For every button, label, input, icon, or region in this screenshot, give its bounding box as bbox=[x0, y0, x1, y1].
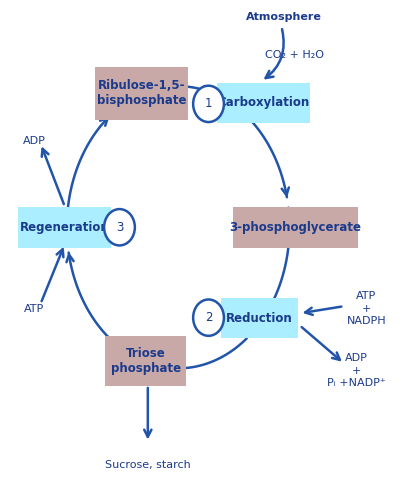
Text: Sucrose, starch: Sucrose, starch bbox=[105, 460, 191, 470]
Text: ADP
+
Pᵢ +NADP⁺: ADP + Pᵢ +NADP⁺ bbox=[327, 353, 386, 388]
Text: Regeneration: Regeneration bbox=[20, 221, 110, 234]
Text: 3-phosphoglycerate: 3-phosphoglycerate bbox=[230, 221, 361, 234]
Text: Carboxylation: Carboxylation bbox=[217, 97, 309, 109]
Text: ATP
+
NADPH: ATP + NADPH bbox=[347, 291, 386, 326]
FancyBboxPatch shape bbox=[233, 207, 358, 247]
FancyBboxPatch shape bbox=[95, 67, 188, 120]
FancyBboxPatch shape bbox=[221, 298, 297, 339]
Text: Reduction: Reduction bbox=[226, 312, 292, 325]
Text: 2: 2 bbox=[205, 311, 212, 324]
Text: Triose
phosphate: Triose phosphate bbox=[111, 347, 181, 375]
Text: CO₂ + H₂O: CO₂ + H₂O bbox=[265, 50, 324, 60]
FancyBboxPatch shape bbox=[217, 82, 310, 123]
Circle shape bbox=[104, 209, 135, 245]
FancyBboxPatch shape bbox=[18, 207, 112, 247]
Text: ATP: ATP bbox=[24, 304, 45, 314]
Circle shape bbox=[193, 300, 224, 336]
Text: Atmosphere: Atmosphere bbox=[245, 12, 321, 22]
Circle shape bbox=[193, 86, 224, 122]
Text: 1: 1 bbox=[205, 98, 212, 110]
Text: Ribulose-1,5-
bisphosphate: Ribulose-1,5- bisphosphate bbox=[97, 80, 187, 107]
FancyBboxPatch shape bbox=[105, 336, 186, 386]
Text: ADP: ADP bbox=[23, 136, 46, 146]
Text: 3: 3 bbox=[116, 221, 123, 234]
